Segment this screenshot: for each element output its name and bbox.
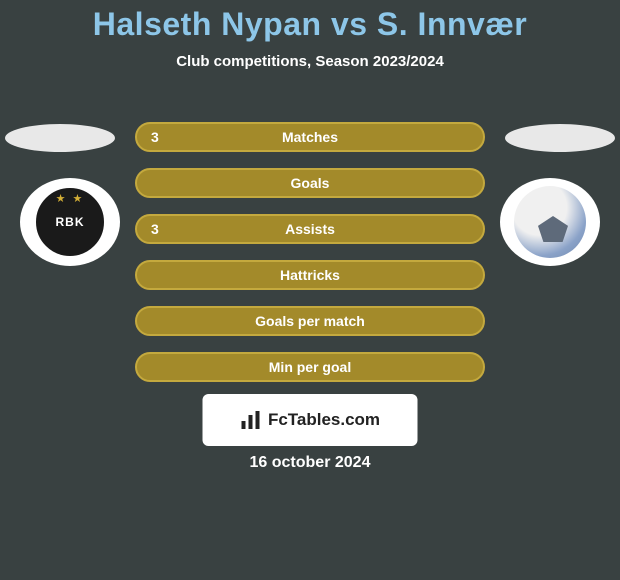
right-club-badge xyxy=(500,178,600,266)
rbk-text: RBK xyxy=(56,215,85,229)
stat-bar-row: Min per goal xyxy=(135,352,485,382)
ball-icon xyxy=(514,186,586,258)
date-label: 16 october 2024 xyxy=(0,454,620,472)
stat-bar-label: Min per goal xyxy=(137,359,483,375)
stat-bar-row: Hattricks xyxy=(135,260,485,290)
attribution-text: FcTables.com xyxy=(268,410,380,430)
stat-bar-row: Goals per match xyxy=(135,306,485,336)
page-title: Halseth Nypan vs S. Innvær xyxy=(0,0,620,43)
stat-bar-label: Assists xyxy=(137,221,483,237)
rbk-stars: ★ ★ xyxy=(56,192,85,205)
rbk-badge: ★ ★ RBK xyxy=(34,186,106,258)
stat-bar-left-value: 3 xyxy=(151,221,159,237)
stat-bar-label: Matches xyxy=(137,129,483,145)
stat-bar-label: Hattricks xyxy=(137,267,483,283)
stat-bar-label: Goals xyxy=(137,175,483,191)
attribution-badge: FcTables.com xyxy=(203,394,418,446)
stat-bar-row: Matches3 xyxy=(135,122,485,152)
stat-bar-row: Goals xyxy=(135,168,485,198)
stat-bar-row: Assists3 xyxy=(135,214,485,244)
stat-bars: Matches3GoalsAssists3HattricksGoals per … xyxy=(135,122,485,398)
right-shadow-ellipse xyxy=(505,124,615,152)
stat-bar-label: Goals per match xyxy=(137,313,483,329)
left-shadow-ellipse xyxy=(5,124,115,152)
subtitle: Club competitions, Season 2023/2024 xyxy=(0,53,620,70)
left-club-badge: ★ ★ RBK xyxy=(20,178,120,266)
attribution-chart-icon xyxy=(240,409,262,431)
stat-bar-left-value: 3 xyxy=(151,129,159,145)
